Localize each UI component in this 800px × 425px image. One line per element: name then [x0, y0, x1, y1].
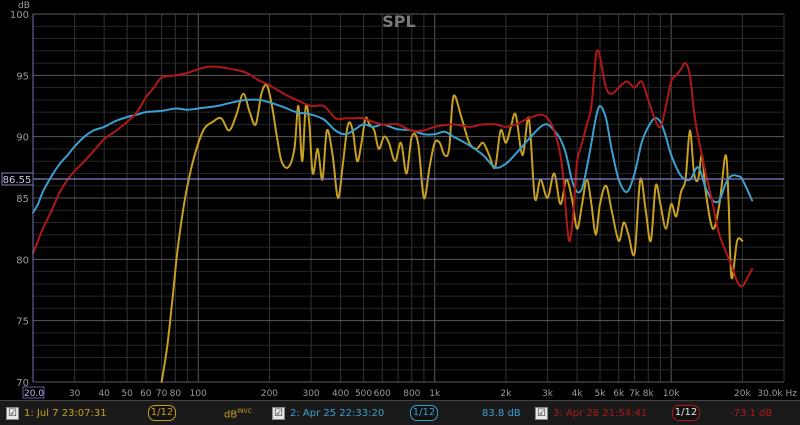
trace-3-checkbox[interactable]: ☑	[535, 406, 548, 420]
x-tick-label: 40	[98, 389, 110, 399]
y-tick-label: 100	[10, 10, 29, 21]
trace-3-value: -73.1 dB	[730, 408, 773, 419]
y-tick-label: 70	[16, 378, 29, 389]
trace-2-smoothing-button[interactable]: 1/12	[410, 405, 438, 421]
trace-3-smoothing-button[interactable]: 1/12	[672, 405, 700, 421]
x-tick-label: 20k	[734, 389, 751, 399]
x-tick-label: 10k	[663, 389, 680, 399]
legend-trace-1[interactable]: ☑ 1: Jul 7 23:07:31	[6, 404, 107, 422]
legend-trace-2[interactable]: ☑ 2: Apr 25 22:33:20	[272, 404, 384, 422]
x-tick-label: 60	[140, 389, 152, 399]
series-line-3[interactable]	[32, 49, 754, 288]
y-axis-unit: dB	[18, 1, 30, 11]
x-tick-label: 6k	[613, 389, 625, 399]
x-tick-label: 30.0k Hz	[757, 389, 797, 399]
x-tick-label: 50	[121, 389, 133, 399]
trace-1-checkbox[interactable]: ☑	[6, 406, 19, 420]
x-tick-label: 80	[170, 389, 182, 399]
trace-1-value: dBINVC	[224, 408, 252, 421]
y-tick-label: 95	[16, 71, 29, 82]
x-tick-label: 800	[403, 389, 420, 399]
trace-1-smoothing-button[interactable]: 1/12	[148, 405, 176, 421]
series-line-2[interactable]	[32, 98, 754, 214]
chart-title: SPL	[382, 12, 415, 31]
y-tick-label: 85	[16, 194, 29, 205]
x-tick-label: 100	[190, 389, 207, 399]
x-start-box[interactable]	[22, 386, 45, 399]
trace-2-checkbox[interactable]: ☑	[272, 406, 285, 420]
x-tick-label: 600	[374, 389, 391, 399]
x-tick-label: 500	[355, 389, 372, 399]
x-tick-label: 8k	[643, 389, 655, 399]
x-tick-label: 300	[302, 389, 319, 399]
spl-chart: 20.0 30 40 50 60 70 80 100 200 300 400 500 600 800 1k 2…	[1, 1, 798, 399]
x-tick-label: 20.0	[24, 389, 44, 399]
y-tick-label: 80	[16, 255, 29, 266]
x-tick-label: 200	[261, 389, 278, 399]
x-tick-label: 7k	[629, 389, 641, 399]
x-tick-label: 4k	[572, 389, 584, 399]
x-tick-label: 1k	[429, 389, 441, 399]
x-tick-label: 2k	[500, 389, 512, 399]
trace-2-value: 83.8 dB	[482, 408, 521, 419]
y-tick-label: 90	[16, 133, 29, 144]
series-line-1[interactable]	[160, 83, 744, 383]
x-tick-label: 3k	[542, 389, 554, 399]
reference-value-label: 86.55	[3, 175, 32, 186]
x-tick-label: 70	[156, 389, 168, 399]
trace-2-label: 2: Apr 25 22:33:20	[290, 407, 385, 419]
trace-1-label: 1: Jul 7 23:07:31	[24, 407, 107, 419]
legend-bar: ☑ 1: Jul 7 23:07:31 1/12 dBINVC ☑ 2: Apr…	[0, 400, 800, 425]
x-tick-label: 30	[69, 389, 81, 399]
y-tick-label: 75	[16, 317, 29, 328]
x-tick-label: 400	[332, 389, 349, 399]
legend-trace-3[interactable]: ☑ 3: Apr 28 21:54:41	[535, 404, 647, 422]
x-tick-label: 5k	[595, 389, 607, 399]
trace-3-label: 3: Apr 28 21:54:41	[553, 407, 648, 419]
